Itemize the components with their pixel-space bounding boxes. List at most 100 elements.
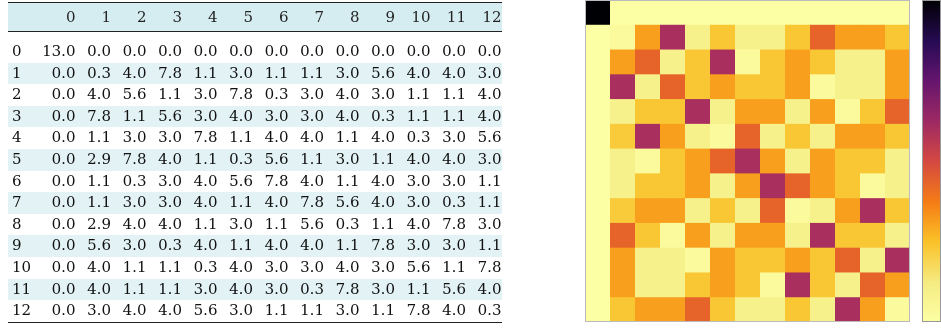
table-cell: 7.8 [158,63,182,82]
table-cell: 7.8 [371,236,395,255]
heatmap-cell [760,49,786,75]
heatmap-cell [585,99,611,125]
table-cell: 1.1 [122,106,147,125]
table-cell: 7.8 [87,106,111,125]
heatmap-cell [710,173,736,199]
heatmap-cell [685,297,711,323]
heatmap-cell [660,247,686,273]
table-cell: 4.0 [442,149,466,168]
table-cell: 3.0 [406,193,431,212]
table-spacer [8,32,502,42]
row-label: 5 [12,149,22,168]
table-cell: 1.1 [193,214,218,233]
colorbar-panel [922,0,941,326]
heatmap-cell [635,173,661,199]
heatmap-cell [585,198,611,224]
table-cell: 5.6 [371,63,395,82]
heatmap-cell [785,222,811,249]
heatmap-cell [835,123,861,150]
table-cell: 3.0 [158,171,182,190]
row-label: 3 [12,106,22,125]
table-cell: 4.0 [406,214,431,233]
heatmap-cell [685,24,711,50]
table-cell: 1.1 [264,214,289,233]
distance-matrix-table: 0 1 2 3 4 5 6 7 8 9 10 11 12 0 13.0 0.0 0.0 0.0 0.0 0.0 0.0… [8,2,502,323]
heatmap-cell [635,49,661,75]
heatmap-cell [885,222,911,249]
table-cell: 3.0 [477,214,502,233]
heatmap-cell [585,247,611,273]
table-cell: 1.1 [300,149,324,168]
heatmap-cell [585,173,611,199]
table-cell: 0.3 [158,236,182,255]
table-cell: 0.0 [51,279,76,298]
heatmap-cell [710,222,736,249]
table-cell: 4.0 [229,279,253,298]
table-cell: 3.0 [371,257,395,276]
table-cell: 1.1 [158,85,182,104]
table-cell: 3.0 [264,106,289,125]
table-row: 8 0.0 2.9 4.0 4.0 1.1 3.0 1.1 5.6 0.3 1.1 4.0 7.8 3.0 [8,214,502,236]
heatmap-cell [835,24,861,50]
table-cell: 4.0 [477,106,502,125]
heatmap-cell [710,198,736,224]
table-cell: 0.0 [193,42,218,60]
heatmap-panel [585,0,911,326]
heatmap-cell [585,272,611,298]
table-cell: 3.0 [229,214,253,233]
table-cell: 0.0 [406,42,431,60]
table-cell: 4.0 [111,300,147,323]
table-cell: 4.0 [146,300,182,323]
heatmap-cell [885,99,911,125]
table-cell: 4.0 [264,128,289,147]
table-row: 10 0.0 4.0 1.1 1.1 0.3 4.0 3.0 3.0 4.0 3.0 5.6 1.1 7.… [8,257,502,279]
table-cell: 0.0 [229,42,253,60]
table-cell: 1.1 [335,236,360,255]
heatmap-cell [860,74,886,100]
table-cell: 5.6 [182,300,218,323]
heatmap-cell [760,123,786,150]
heatmap-cell [860,297,886,323]
heatmap-cell [685,198,711,224]
heatmap-cell [760,0,786,26]
column-header: 9 [359,2,395,32]
heatmap-cell [860,49,886,75]
table-cell: 1.1 [335,171,360,190]
table-cell: 1.1 [229,236,253,255]
heatmap-cell [760,222,786,249]
table-cell: 1.1 [87,193,111,212]
heatmap-cell [585,297,611,323]
heatmap-cell [610,173,636,199]
table-cell: 3.0 [122,193,147,212]
table-cell: 4.0 [264,236,289,255]
heatmap-cell [785,173,811,199]
heatmap-cell [810,173,836,199]
table-cell: 3.0 [442,128,466,147]
table-cell: 0.0 [40,300,76,323]
heatmap-cell [885,148,911,174]
table-cell: 0.0 [371,42,395,60]
table-cell: 1.1 [158,257,182,276]
heatmap-cell [835,198,861,224]
heatmap-cell [735,99,761,125]
table-cell: 0.3 [300,279,324,298]
table-cell: 0.0 [122,42,147,60]
heatmap-cell [635,222,661,249]
heatmap-cell [685,0,711,26]
table-cell: 4.0 [477,279,502,298]
table-row: 4 0.0 1.1 3.0 3.0 7.8 1.1 4.0 4.0 1.1 4.0 0.3 3.0 5.6 [8,127,502,149]
table-cell: 0.3 [335,214,360,233]
heatmap-cell [660,272,686,298]
table-cell: 7.8 [335,279,360,298]
heatmap-cell [760,198,786,224]
table-cell: 4.0 [335,106,360,125]
heatmap-cell [610,247,636,273]
table-cell: 4.0 [335,85,360,104]
heatmap-cell [710,247,736,273]
table-cell: 3.0 [264,279,289,298]
heatmap-cell [735,148,761,174]
table-cell: 0.3 [122,171,147,190]
table-row: 5 0.0 2.9 7.8 4.0 1.1 0.3 5.6 1.1 3.0 1.1 4.0 4.0 3.0 [8,148,502,171]
table-cell: 4.0 [442,63,466,82]
table-cell: 4.0 [300,128,324,147]
